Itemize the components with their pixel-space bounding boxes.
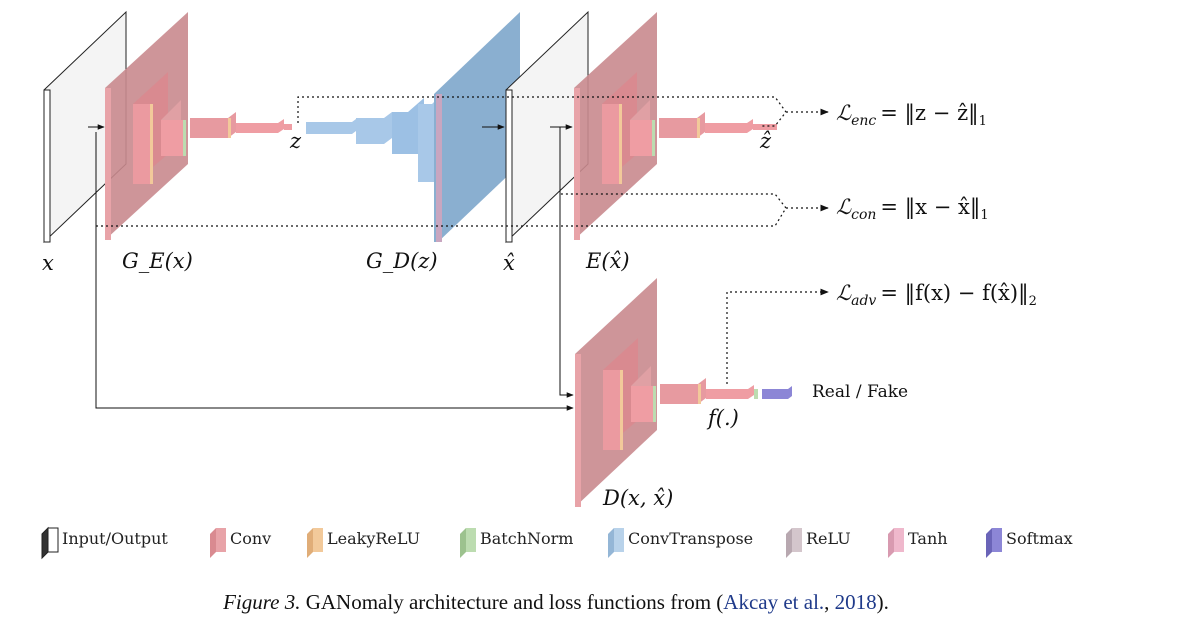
encoder-e-block xyxy=(574,12,777,240)
figure-caption: Figure 3. GANomaly architecture and loss… xyxy=(0,590,1112,615)
label-zhat: ẑ xyxy=(759,129,772,153)
legend-label: Conv xyxy=(230,529,271,548)
loss-enc: ℒenc = ‖z − ẑ‖1 xyxy=(836,101,987,129)
encoder-ge-block xyxy=(105,12,292,240)
legend-item: ReLU xyxy=(786,528,851,558)
legend-item: Tanh xyxy=(888,528,948,558)
label-gd: G_D(z) xyxy=(366,249,438,273)
legend-swatch xyxy=(313,528,323,552)
legend-swatch-side xyxy=(41,526,49,560)
label-z: z xyxy=(289,129,302,153)
legend-label: Tanh xyxy=(908,529,948,548)
caption-text: GANomaly architecture and loss functions… xyxy=(300,590,724,614)
legend-swatch-side xyxy=(888,528,894,558)
loss-adv: ℒadv = ‖f(x) − f(x̂)‖2 xyxy=(836,281,1037,309)
label-e: E(x̂) xyxy=(585,249,630,273)
legend-label: LeakyReLU xyxy=(327,529,420,548)
legend-item: Softmax xyxy=(986,528,1073,558)
legend-item: Input/Output xyxy=(41,526,168,560)
legend-item: Conv xyxy=(210,528,271,558)
caption-figure-number: Figure 3. xyxy=(223,590,301,614)
legend-swatch-side xyxy=(608,528,614,558)
legend-item: ConvTranspose xyxy=(608,528,753,558)
label-real-fake: Real / Fake xyxy=(812,382,908,402)
legend-label: Softmax xyxy=(1006,529,1073,548)
legend-swatch-side xyxy=(307,528,313,558)
label-x: x xyxy=(42,251,54,275)
legend-swatch xyxy=(894,528,904,552)
legend-swatch-side xyxy=(210,528,216,558)
legend-label: ReLU xyxy=(806,529,851,548)
caption-sep: , xyxy=(824,590,835,614)
legend-swatch-side xyxy=(460,528,466,558)
input-x-plane xyxy=(43,10,127,244)
legend-label: ConvTranspose xyxy=(628,529,753,548)
citation-year-link[interactable]: 2018 xyxy=(834,590,877,614)
citation-link[interactable]: Akcay et al. xyxy=(723,590,825,614)
legend-swatch-side xyxy=(986,528,992,558)
discriminator-d-block xyxy=(575,278,792,507)
decoder-gd-block xyxy=(306,12,520,242)
loss-con: ℒcon = ‖x − x̂‖1 xyxy=(836,195,989,223)
legend-label: BatchNorm xyxy=(480,529,573,548)
caption-end: ). xyxy=(876,590,889,614)
legend-item: BatchNorm xyxy=(460,528,573,558)
label-xhat: x̂ xyxy=(503,251,515,275)
label-f: f(.) xyxy=(706,406,739,430)
label-d: D(x, x̂) xyxy=(602,486,673,510)
loss-paths xyxy=(96,96,829,384)
legend-swatch xyxy=(614,528,624,552)
legend-item: LeakyReLU xyxy=(307,528,420,558)
label-ge: G_E(x) xyxy=(122,249,193,273)
legend-swatch xyxy=(466,528,476,552)
legend-swatch xyxy=(992,528,1002,552)
legend-swatch xyxy=(47,527,59,553)
connection-lines xyxy=(88,124,574,411)
legend-label: Input/Output xyxy=(62,529,168,548)
legend: Input/Output Conv LeakyReLU BatchNorm ConvTr… xyxy=(41,526,1073,560)
legend-swatch xyxy=(792,528,802,552)
legend-swatch-side xyxy=(786,528,792,558)
legend-swatch xyxy=(216,528,226,552)
